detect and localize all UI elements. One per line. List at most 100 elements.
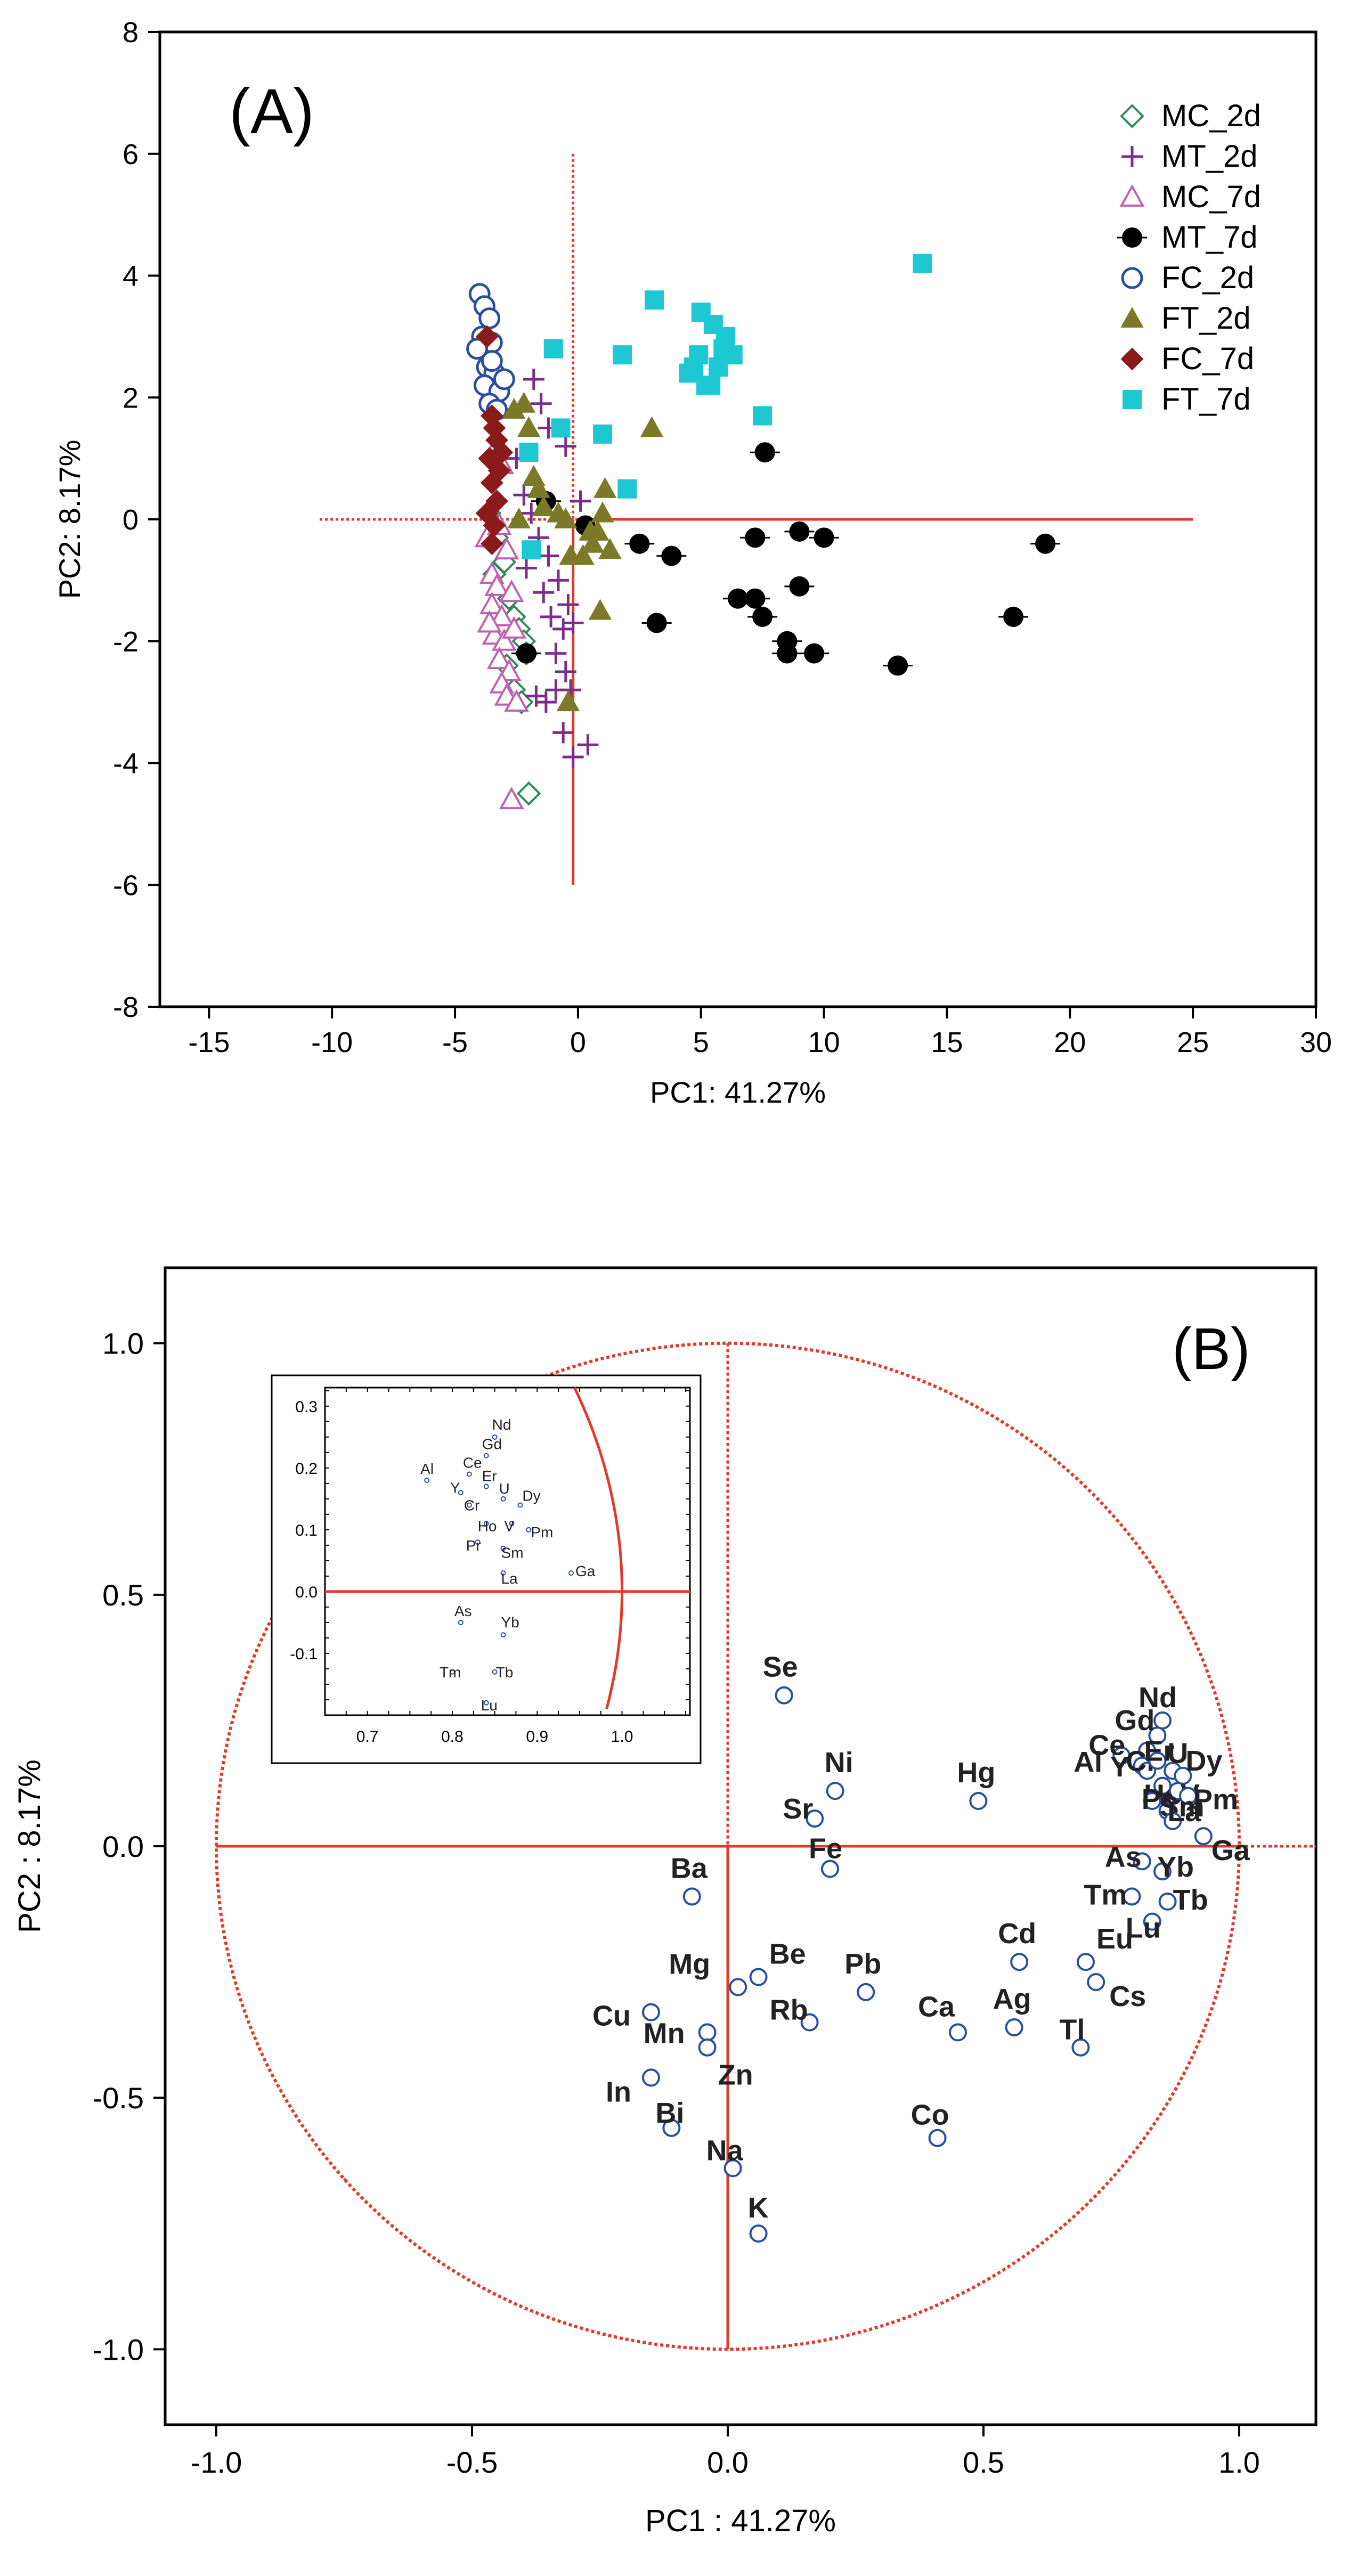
inset-y-tick-label: 0.2	[295, 1460, 318, 1478]
y-tick-label: 0	[123, 504, 139, 536]
data-point	[523, 368, 544, 390]
data-point	[491, 628, 517, 651]
inset-x-tick-label: 0.9	[526, 1728, 548, 1746]
legend-marker	[1121, 267, 1143, 289]
data-point	[571, 544, 595, 565]
data-point	[547, 569, 569, 591]
inset-point	[492, 1669, 498, 1675]
inset-point-label: Pr	[466, 1537, 481, 1554]
loading-point	[698, 2038, 717, 2057]
data-point	[507, 507, 531, 528]
inset-point-label: Sm	[501, 1545, 524, 1561]
loading-label: Mn	[644, 2017, 685, 2049]
loading-label: Eu	[1096, 1923, 1133, 1955]
inset-outer-frame	[271, 1374, 702, 1764]
inset-point-label: Tb	[496, 1664, 514, 1681]
inset-point	[475, 1539, 481, 1545]
loading-label: Cu	[592, 2000, 631, 2032]
inset-x-tick-label: 0.8	[441, 1728, 463, 1746]
data-point	[522, 540, 541, 560]
panel-label: (B)	[1172, 1316, 1250, 1382]
loading-label: Tm	[1084, 1879, 1127, 1911]
loading-point	[1148, 1751, 1167, 1770]
data-point	[480, 471, 503, 494]
legend-label: MC_2d	[1161, 99, 1261, 133]
loading-point	[1077, 1953, 1095, 1971]
inset-point-label: U	[499, 1480, 510, 1497]
loading-label: Ba	[671, 1852, 708, 1884]
loading-point	[821, 1860, 839, 1878]
loading-point	[1005, 2018, 1023, 2036]
loading-point	[969, 1792, 988, 1811]
inset-point	[509, 1521, 515, 1527]
x-axis-label: PC1: 41.27%	[650, 1075, 826, 1109]
x-tick-label: 0	[570, 1026, 586, 1058]
loading-point	[806, 1809, 824, 1828]
data-point	[591, 501, 614, 523]
data-point	[593, 424, 613, 444]
loading-label: Mg	[669, 1948, 710, 1980]
data-point	[538, 545, 559, 567]
data-point	[753, 406, 772, 426]
loading-point	[800, 2013, 819, 2032]
data-point	[552, 618, 574, 640]
data-point	[486, 646, 512, 670]
y-tick-label: -4	[113, 748, 139, 780]
inset-point-label: Ga	[575, 1563, 596, 1579]
inset-point	[517, 1502, 523, 1508]
legend-label: FT_7d	[1161, 382, 1251, 417]
data-point	[593, 477, 617, 498]
loading-point	[949, 2023, 967, 2042]
inset-point-label: Ho	[478, 1518, 497, 1534]
inset-point-label: Nd	[492, 1416, 511, 1433]
loading-label: Nd	[1139, 1682, 1177, 1714]
loading-label: As	[1105, 1841, 1142, 1873]
inset-point	[483, 1453, 489, 1458]
legend-label: MT_7d	[1161, 220, 1258, 255]
inset-point	[500, 1632, 506, 1638]
loading-point	[1153, 1862, 1172, 1881]
loading-point	[1112, 1747, 1131, 1765]
data-point	[494, 537, 519, 560]
inset-x-tick-label: 0.7	[356, 1728, 379, 1746]
loading-point	[1143, 1912, 1161, 1931]
data-point	[715, 327, 735, 346]
loading-label: Bi	[655, 2097, 684, 2129]
data-point	[515, 557, 537, 579]
inset-point-label: Tm	[440, 1664, 461, 1681]
inset-point	[483, 1483, 489, 1489]
x-tick-label: 20	[1054, 1026, 1086, 1058]
inset-point	[483, 1521, 489, 1527]
loading-point	[1071, 2038, 1090, 2057]
x-tick-label: -15	[188, 1026, 230, 1058]
inset-point-label: Yb	[501, 1614, 519, 1631]
data-point	[613, 345, 632, 365]
inset-point-label: Al	[420, 1461, 434, 1477]
series-fc-2d	[466, 283, 515, 421]
series-mt-7d	[511, 442, 1061, 676]
y-tick-label: -8	[113, 991, 139, 1023]
loading-label: Ga	[1211, 1835, 1250, 1866]
loading-point	[723, 2159, 742, 2178]
legend-marker	[1123, 390, 1142, 409]
loading-label: Be	[769, 1938, 806, 1970]
inset-point	[458, 1490, 463, 1496]
data-point	[640, 416, 664, 437]
inset-point-label: Pm	[531, 1524, 553, 1540]
loading-point	[662, 2118, 681, 2137]
loading-label: Cs	[1109, 1980, 1146, 2012]
data-point	[545, 642, 567, 664]
data-point	[581, 532, 605, 553]
data-point	[493, 368, 515, 390]
data-point	[701, 376, 721, 395]
y-tick-label: 4	[123, 260, 139, 292]
x-tick-label: 5	[693, 1026, 709, 1058]
x-axis-label: PC1 : 41.27%	[645, 2504, 836, 2538]
y-axis-label: PC2: 8.17%	[53, 440, 86, 599]
loading-label: Gd	[1115, 1705, 1154, 1737]
loading-point	[749, 2224, 768, 2243]
inset-point-label: La	[501, 1570, 518, 1587]
loading-label: Hg	[957, 1757, 995, 1789]
